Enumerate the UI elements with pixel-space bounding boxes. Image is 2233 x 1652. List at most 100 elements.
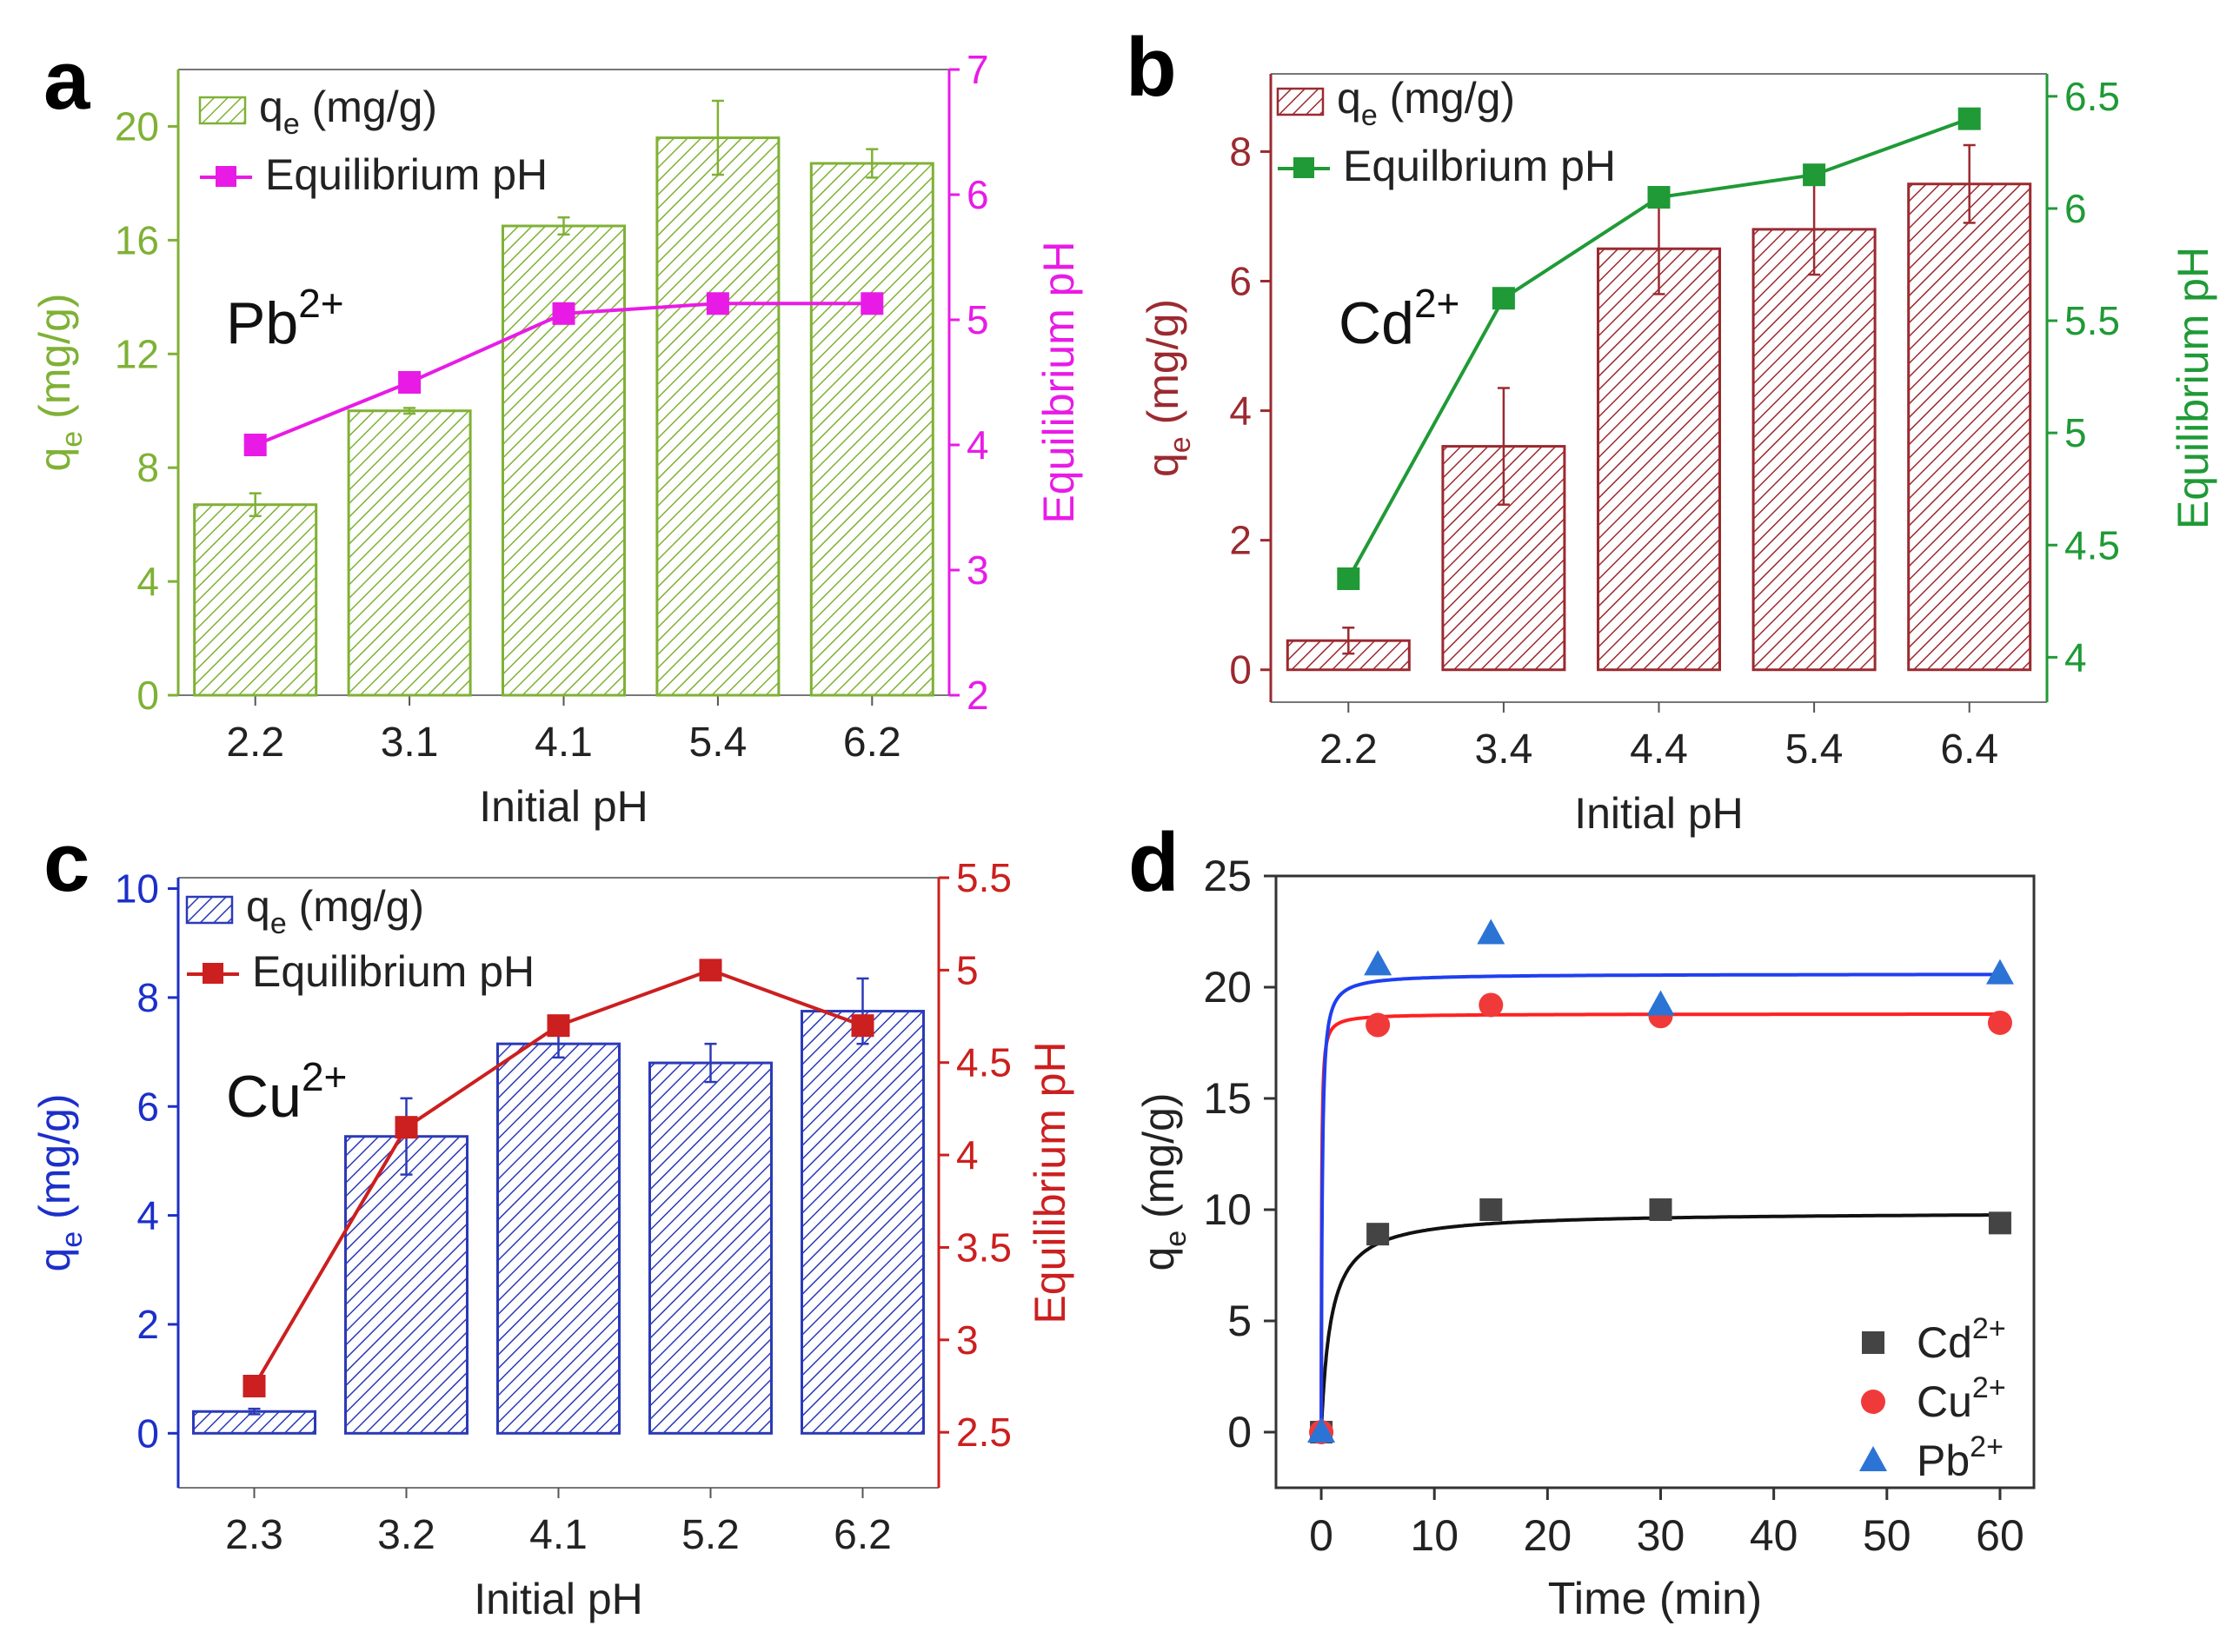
equilibrium-ph-point (243, 434, 267, 456)
legend-marker-cu (1861, 1390, 1885, 1414)
left-y-tick-label: 2 (136, 1302, 159, 1347)
data-point-cd (1479, 1198, 1503, 1221)
data-point-pb (1646, 990, 1675, 1016)
left-y-tick-label: 10 (115, 866, 159, 912)
ion-label: Cd2+ (1339, 281, 1459, 356)
left-y-tick-label: 8 (136, 975, 159, 1020)
data-point-cd (1649, 1198, 1672, 1221)
fit-curve-cd (1319, 1213, 2000, 1432)
x-tick-label: 6.4 (1940, 726, 1998, 773)
legend-line-label: Equilibrium pH (252, 947, 535, 996)
legend-bar-label: qe (mg/g) (1337, 74, 1515, 132)
x-tick-label: 20 (1524, 1511, 1572, 1560)
x-tick-label: 40 (1750, 1511, 1798, 1560)
left-y-axis-title: qe (mg/g) (1139, 299, 1197, 477)
equilibrium-ph-point (699, 959, 722, 982)
bar (1597, 247, 1721, 672)
panel-label: c (43, 816, 90, 909)
bar (193, 503, 318, 697)
legend-line-marker (1293, 157, 1314, 178)
equilibrium-ph-point (1647, 186, 1671, 209)
bar (496, 1042, 621, 1435)
equilibrium-ph-point (861, 292, 884, 315)
right-y-tick-label: 4 (967, 422, 989, 468)
right-y-tick-label: 5 (956, 947, 979, 992)
equilibrium-ph-point (395, 1116, 418, 1139)
x-tick-label: 3.2 (377, 1512, 435, 1558)
x-tick-label: 2.2 (226, 720, 284, 766)
right-y-tick-label: 5 (2064, 410, 2087, 455)
panel-label: a (43, 34, 90, 127)
right-y-tick-label: 4.5 (956, 1040, 1012, 1085)
right-y-axis-title: Equilibrium pH (1026, 1041, 1074, 1324)
legend-bar-swatch (1276, 87, 1325, 116)
x-tick-label: 50 (1863, 1511, 1911, 1560)
ion-label: Pb2+ (226, 281, 344, 356)
fit-curve-cu (1319, 1012, 2000, 1432)
equilibrium-ph-point (1803, 163, 1826, 187)
bar (1751, 228, 1877, 672)
right-y-tick-label: 3.5 (956, 1224, 1012, 1270)
right-y-tick-label: 6 (967, 172, 989, 217)
y-axis-title: qe (mg/g) (1134, 1092, 1193, 1271)
x-tick-label: 10 (1410, 1511, 1459, 1560)
left-y-axis-title: qe (mg/g) (30, 1093, 89, 1271)
right-y-tick-label: 4 (2064, 634, 2087, 680)
bar (344, 1135, 469, 1435)
legend-label-pb: Pb2+ (1917, 1430, 2004, 1485)
x-tick-label: 5.4 (689, 720, 748, 766)
right-y-tick-label: 5.5 (2064, 298, 2120, 343)
right-y-tick-label: 2.5 (956, 1410, 1012, 1455)
x-axis-title: Initial pH (479, 782, 648, 831)
x-tick-label: 4.1 (529, 1512, 588, 1558)
legend-label-cu: Cu2+ (1917, 1371, 2006, 1426)
left-y-tick-label: 8 (1229, 129, 1252, 174)
right-y-tick-label: 4.5 (2064, 522, 2120, 567)
right-y-tick-label: 4 (956, 1132, 979, 1178)
equilibrium-ph-point (851, 1014, 874, 1038)
legend-line-label: Equilbrium pH (1343, 142, 1616, 190)
legend-marker-cd (1862, 1331, 1884, 1354)
plot-frame (1274, 874, 2036, 1489)
equilibrium-ph-point (547, 1014, 570, 1038)
panel-a-pb-chart: 0 4 8 12 16 20 2 3 4 5 6 7 2.2 3.1 4.1 5.4 6.2 Initial pH… (30, 34, 1083, 831)
data-point-pb (1477, 919, 1505, 945)
legend-label-cd: Cd2+ (1917, 1312, 2006, 1367)
right-y-tick-label: 6 (2064, 186, 2087, 231)
legend-bar-label: qe (mg/g) (246, 882, 424, 940)
left-y-tick-label: 4 (136, 1193, 159, 1238)
x-tick-label: 60 (1976, 1511, 2024, 1560)
data-point-pb (1985, 959, 2014, 985)
legend-line-label: Equilibrium pH (265, 150, 548, 199)
left-y-tick-label: 12 (115, 331, 159, 376)
left-y-tick-label: 4 (136, 559, 159, 604)
x-tick-label: 4.4 (1630, 726, 1688, 773)
equilibrium-ph-point (243, 1375, 266, 1397)
data-point-cd (1988, 1211, 2011, 1235)
right-y-tick-label: 3 (967, 547, 989, 593)
panel-label: b (1126, 21, 1177, 114)
data-point-cu (1987, 1010, 2012, 1035)
left-y-tick-label: 6 (1229, 259, 1252, 304)
bar (347, 409, 472, 697)
right-y-tick-label: 5 (967, 297, 989, 342)
ion-label: Cu2+ (226, 1054, 347, 1130)
legend-marker-pb (1859, 1446, 1887, 1471)
equilibrium-ph-point (1337, 567, 1360, 590)
legend-line-marker (216, 166, 236, 187)
y-tick-label: 10 (1203, 1185, 1252, 1234)
data-point-cu (1479, 992, 1504, 1018)
left-y-tick-label: 0 (136, 673, 159, 718)
y-tick-label: 5 (1227, 1297, 1252, 1345)
panel-d-kinetics-chart: 0 10 20 30 40 50 60 0 5 10 15 20 25 Cd2+Cu2+Pb2+ Time … (1128, 816, 2036, 1624)
legend-bar-label: qe (mg/g) (259, 83, 437, 141)
x-tick-label: 4.1 (535, 720, 593, 766)
y-tick-label: 0 (1227, 1408, 1252, 1456)
x-axis-title: Initial pH (474, 1575, 643, 1623)
bar (809, 162, 934, 697)
left-y-tick-label: 2 (1229, 518, 1252, 563)
fit-curve-pb (1319, 972, 2000, 1432)
legend-line-marker (203, 963, 223, 984)
bar (648, 1061, 773, 1435)
